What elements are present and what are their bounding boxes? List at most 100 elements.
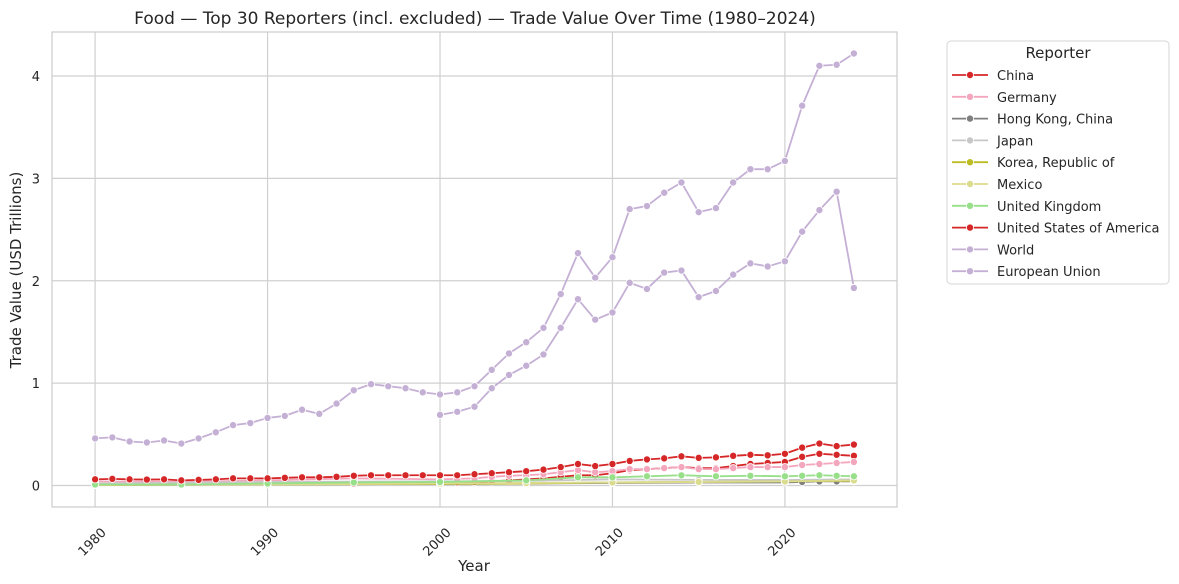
data-point (798, 443, 807, 452)
data-point (246, 419, 255, 428)
x-axis-label: Year (457, 557, 491, 575)
data-point (453, 471, 462, 480)
series-united-states-of-america (91, 439, 858, 485)
data-point (349, 386, 358, 395)
data-point (849, 283, 858, 292)
data-point (660, 464, 669, 473)
x-tick-label: 2000 (421, 526, 455, 560)
legend-item: Korea, Republic of (952, 156, 1115, 171)
legend-label: Japan (996, 134, 1033, 149)
data-point (487, 365, 496, 374)
data-point (91, 434, 100, 443)
data-point (349, 478, 358, 487)
data-point (694, 208, 703, 217)
data-point (832, 471, 841, 480)
legend-item: Germany (952, 91, 1057, 106)
y-tick-label: 2 (32, 275, 40, 290)
legend-marker (966, 158, 975, 167)
data-point (711, 472, 720, 481)
legend-item: Mexico (952, 178, 1042, 193)
legend-item: World (952, 243, 1034, 258)
data-point (522, 338, 531, 347)
legend-marker (966, 223, 975, 232)
legend-marker (966, 92, 975, 101)
data-point (642, 472, 651, 481)
data-point (694, 477, 703, 486)
data-point (160, 475, 169, 484)
data-point (832, 450, 841, 459)
legend-item: Hong Kong, China (952, 113, 1113, 128)
data-point (470, 402, 479, 411)
legend-box (946, 40, 1170, 285)
series-united-kingdom (91, 471, 858, 489)
data-point (418, 471, 427, 480)
data-point (263, 413, 272, 422)
data-point (660, 268, 669, 277)
data-point (539, 465, 548, 474)
data-point (694, 465, 703, 474)
data-point (211, 475, 220, 484)
data-point (591, 315, 600, 324)
data-point (504, 468, 513, 477)
data-point (504, 349, 513, 358)
series-line (95, 479, 854, 486)
data-point (798, 101, 807, 110)
legend-label: Hong Kong, China (997, 113, 1113, 128)
legend: Reporter China Germany Hong Kong, China Japa… (946, 40, 1170, 285)
data-point (556, 463, 565, 472)
data-point (436, 477, 445, 486)
data-point (142, 438, 151, 447)
data-point (453, 407, 462, 416)
data-point (815, 471, 824, 480)
data-point (642, 455, 651, 464)
data-point (470, 470, 479, 479)
data-point (384, 471, 393, 480)
data-point (763, 262, 772, 271)
legend-label: China (997, 69, 1034, 84)
data-point (729, 464, 738, 473)
data-point (815, 206, 824, 215)
legend-marker (966, 114, 975, 123)
legend-label: Mexico (997, 178, 1042, 193)
legend-label: United States of America (997, 222, 1159, 237)
plot-area: 1980 1990 2000 2010 2020 0 1 2 3 4 (32, 31, 898, 560)
y-tick-label: 4 (32, 70, 40, 85)
data-point (608, 253, 617, 262)
data-point (642, 284, 651, 293)
data-point (539, 323, 548, 332)
data-point (780, 156, 789, 165)
data-point (729, 451, 738, 460)
data-point (539, 350, 548, 359)
data-point (401, 471, 410, 480)
legend-item: Japan (952, 134, 1033, 149)
legend-item: United Kingdom (952, 200, 1101, 215)
data-point (522, 467, 531, 476)
data-point (798, 452, 807, 461)
data-point (711, 286, 720, 295)
legend-marker (966, 136, 975, 145)
data-point (470, 382, 479, 391)
data-point (298, 405, 307, 414)
data-point (694, 293, 703, 302)
data-point (315, 473, 324, 482)
data-point (573, 295, 582, 304)
data-point (436, 390, 445, 399)
data-point (108, 474, 117, 483)
data-point (798, 471, 807, 480)
data-point (367, 471, 376, 480)
data-point (694, 453, 703, 462)
data-point (677, 452, 686, 461)
data-point (780, 463, 789, 472)
y-tick-label: 1 (32, 377, 40, 392)
data-point (91, 475, 100, 484)
data-point (849, 440, 858, 449)
data-point (194, 475, 203, 484)
data-point (711, 453, 720, 462)
legend-marker (966, 71, 975, 80)
legend-marker (966, 267, 975, 276)
data-point (729, 178, 738, 187)
data-point (522, 361, 531, 370)
legend-marker (966, 245, 975, 254)
data-point (108, 433, 117, 442)
